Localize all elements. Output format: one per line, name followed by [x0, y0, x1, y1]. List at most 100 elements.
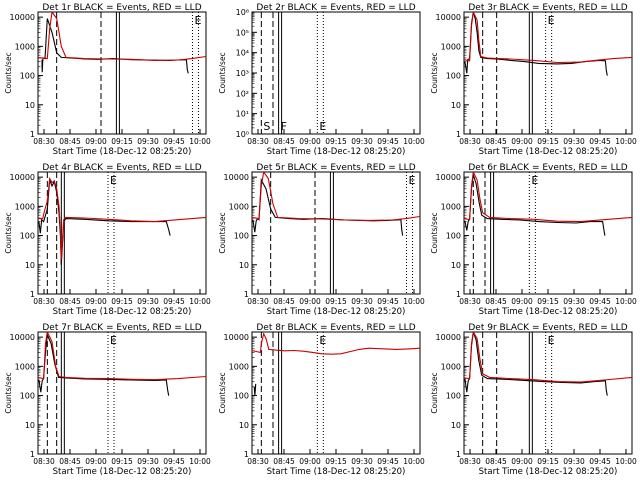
x-tick-label: 09:00: [85, 297, 107, 306]
x-tick-label: 09:00: [299, 297, 321, 306]
x-tick-label: 08:45: [59, 297, 81, 306]
y-tick-label: 1000: [229, 362, 249, 371]
x-tick-label: 08:30: [33, 137, 55, 146]
x-tick-label: 08:45: [273, 137, 295, 146]
y-tick-label: 10000: [224, 173, 249, 182]
x-tick-label: 08:45: [485, 297, 507, 306]
x-tick-label: 08:30: [247, 457, 269, 466]
marker-label: E: [319, 120, 326, 133]
x-tick-label: 09:15: [325, 457, 347, 466]
x-tick-label: 09:15: [325, 297, 347, 306]
y-tick-label: 10: [451, 261, 461, 270]
x-tick-label: 08:45: [59, 457, 81, 466]
panel-title: Det 5r BLACK = Events, RED = LLD: [256, 163, 415, 173]
y-axis-label: Counts/sec: [430, 52, 439, 93]
events-series-line: [464, 332, 608, 396]
y-tick-label: 10: [451, 101, 461, 110]
panel-det-2: Det 2r BLACK = Events, RED = LLD 10⁰ 10¹ 10…: [218, 3, 425, 157]
y-tick-label: 10¹: [236, 110, 249, 119]
events-series-line: [253, 383, 257, 396]
x-tick-label: 09:45: [377, 297, 399, 306]
y-axis-label: Counts/sec: [430, 212, 439, 253]
y-tick-label: 100: [234, 232, 249, 241]
y-tick-label: 10: [239, 261, 249, 270]
events-series-line: [38, 332, 170, 396]
y-tick-label: 1000: [441, 362, 461, 371]
x-tick-label: 09:30: [563, 137, 585, 146]
lld-series-line: [38, 332, 206, 381]
x-tick-label: 09:00: [299, 137, 321, 146]
y-tick-label: 10000: [10, 13, 35, 22]
plot-frame: [251, 11, 421, 135]
x-tick-label: 09:15: [111, 297, 133, 306]
marker-label: E: [548, 14, 555, 27]
x-tick-label: 09:30: [137, 297, 159, 306]
lld-series-line: [464, 12, 632, 64]
y-tick-label: 1: [456, 450, 461, 459]
y-axis-label: Counts/sec: [4, 372, 13, 413]
x-axis-label: Start Time (18-Dec-12 08:25:20): [267, 467, 406, 477]
panel-title: Det 6r BLACK = Events, RED = LLD: [468, 163, 627, 173]
lld-series-line: [464, 172, 632, 223]
x-tick-label: 09:00: [511, 457, 533, 466]
events-series-line: [38, 179, 171, 265]
x-tick-label: 09:30: [563, 297, 585, 306]
marker-label: E: [110, 334, 117, 347]
x-tick-label: 09:00: [299, 457, 321, 466]
x-axis-label: Start Time (18-Dec-12 08:25:20): [479, 467, 618, 477]
x-tick-label: 09:45: [377, 457, 399, 466]
y-tick-label: 10000: [436, 333, 461, 342]
y-tick-label: 10⁴: [236, 49, 249, 58]
y-tick-label: 10²: [236, 89, 249, 98]
x-tick-label: 10:00: [189, 297, 211, 306]
x-tick-label: 10:00: [189, 457, 211, 466]
panel-det-4: Det 4r BLACK = Events, RED = LLD 1 10 100 10…: [4, 163, 211, 317]
y-tick-label: 100: [234, 392, 249, 401]
y-tick-label: 10: [25, 101, 35, 110]
x-tick-label: 08:30: [247, 137, 269, 146]
y-tick-label: 1: [30, 290, 35, 299]
y-tick-label: 1: [456, 130, 461, 139]
marker-label: E: [548, 334, 555, 347]
y-tick-label: 1000: [229, 202, 249, 211]
x-tick-label: 09:30: [351, 137, 373, 146]
y-tick-label: 1: [244, 290, 249, 299]
x-tick-label: 09:15: [325, 137, 347, 146]
lld-series-line: [252, 172, 420, 221]
panel-title: Det 1r BLACK = Events, RED = LLD: [42, 3, 201, 13]
x-tick-label: 09:45: [589, 137, 611, 146]
y-tick-label: 1000: [441, 202, 461, 211]
y-axis-label: Counts/sec: [4, 212, 13, 253]
y-tick-label: 100: [446, 232, 461, 241]
x-axis-label: Start Time (18-Dec-12 08:25:20): [267, 307, 406, 317]
x-tick-label: 08:45: [273, 297, 295, 306]
y-tick-label: 10: [25, 261, 35, 270]
y-tick-label: 10⁶: [236, 8, 249, 17]
y-tick-label: 100: [20, 72, 35, 81]
y-axis-label: Counts/sec: [218, 212, 227, 253]
y-tick-label: 10⁵: [236, 28, 249, 37]
marker-label: S: [263, 120, 270, 133]
events-series-line: [252, 178, 404, 236]
x-tick-label: 09:00: [85, 137, 107, 146]
y-tick-label: 1: [244, 450, 249, 459]
marker-label: F: [281, 120, 287, 133]
y-tick-label: 10000: [436, 13, 461, 22]
x-tick-label: 10:00: [403, 137, 425, 146]
y-tick-label: 100: [20, 392, 35, 401]
panel-det-5: Det 5r BLACK = Events, RED = LLD 1 10 100 10…: [218, 163, 425, 317]
x-tick-label: 08:45: [485, 457, 507, 466]
y-tick-label: 1000: [441, 42, 461, 51]
x-tick-label: 08:30: [459, 457, 481, 466]
panel-title: Det 2r BLACK = Events, RED = LLD: [256, 3, 415, 13]
y-tick-label: 10000: [10, 333, 35, 342]
y-tick-label: 10000: [436, 173, 461, 182]
x-tick-label: 08:30: [459, 137, 481, 146]
plot-frame: [251, 171, 421, 295]
x-tick-label: 09:30: [137, 137, 159, 146]
x-tick-label: 08:30: [459, 297, 481, 306]
x-tick-label: 09:30: [563, 457, 585, 466]
x-tick-label: 09:45: [163, 457, 185, 466]
panel-det-7: Det 7r BLACK = Events, RED = LLD 1 10 100 10…: [4, 323, 211, 477]
